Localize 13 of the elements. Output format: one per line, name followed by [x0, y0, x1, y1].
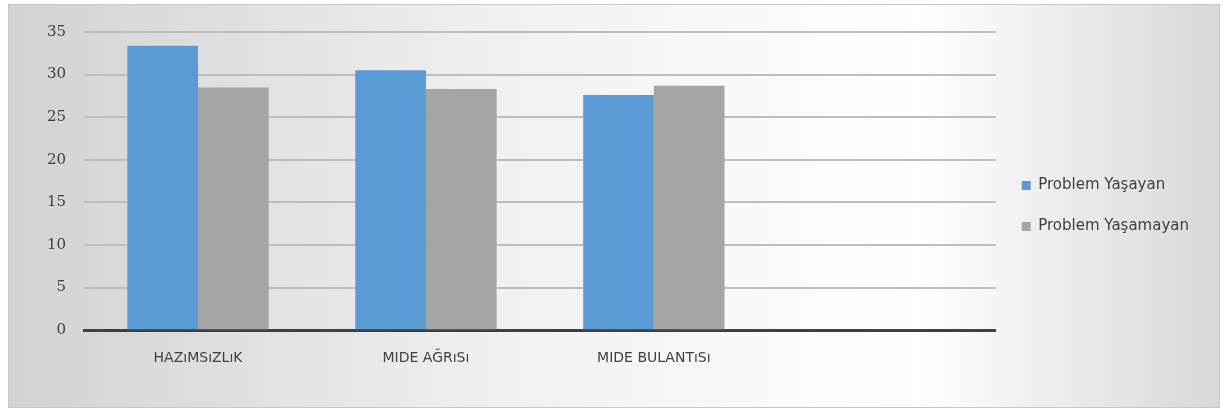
x-tick-label: MIDE AĞRıSı: [382, 348, 470, 366]
y-tick-label: 15: [46, 192, 67, 211]
legend-label: Problem Yaşamayan: [1038, 216, 1190, 235]
y-tick-label: 5: [56, 277, 67, 296]
x-tick-label: MIDE BULANTıSı: [597, 349, 711, 366]
y-tick-label: 20: [46, 149, 67, 168]
y-tick-label: 35: [46, 21, 67, 40]
legend-label: Problem Yaşayan: [1038, 175, 1166, 194]
y-tick-label: 10: [46, 234, 67, 253]
y-tick-label: 0: [56, 320, 67, 339]
x-tick-label: HAZıMSıZLıK: [153, 349, 244, 366]
y-tick-label: 30: [46, 64, 67, 83]
y-tick-label: 25: [46, 107, 67, 126]
